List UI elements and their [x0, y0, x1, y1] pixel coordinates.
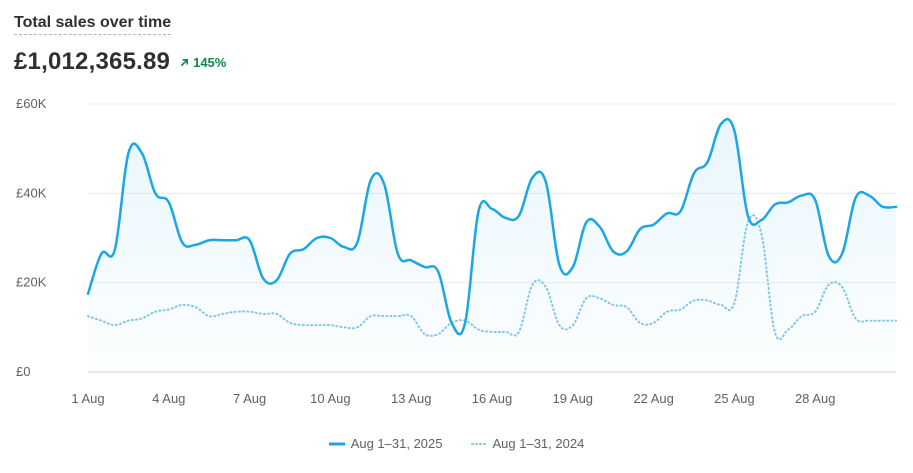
y-tick-label: £20K: [16, 275, 47, 290]
change-percent: 145%: [193, 54, 227, 70]
x-tick-label: 7 Aug: [233, 391, 266, 406]
series-line-current: [86, 117, 898, 336]
total-row: £1,012,365.89 145%: [14, 48, 226, 76]
series-area-current: [88, 119, 896, 372]
y-tick-label: £40K: [16, 185, 47, 200]
x-tick-label: 1 Aug: [71, 391, 104, 406]
change-badge: 145%: [180, 55, 226, 70]
solid-line-swatch-icon: [328, 442, 345, 445]
legend-item-current[interactable]: Aug 1–31, 2025: [328, 436, 443, 451]
legend-label-current: Aug 1–31, 2025: [350, 436, 443, 451]
x-tick-label: 16 Aug: [472, 391, 513, 406]
chart-legend: Aug 1–31, 2025 Aug 1–31, 2024: [0, 436, 913, 451]
x-tick-label: 13 Aug: [391, 391, 432, 406]
arrow-up-right-icon: [181, 58, 189, 66]
total-sales-value: £1,012,365.89: [14, 48, 171, 75]
x-tick-label: 19 Aug: [553, 391, 594, 406]
series-line-previous: [87, 214, 897, 341]
y-tick-label: £0: [16, 364, 30, 379]
y-tick-label: £60K: [16, 96, 47, 111]
x-tick-label: 28 Aug: [795, 391, 836, 406]
x-tick-label: 10 Aug: [310, 391, 351, 406]
chart-title[interactable]: Total sales over time: [14, 14, 172, 35]
x-tick-label: 22 Aug: [633, 391, 674, 406]
x-tick-label: 4 Aug: [152, 391, 185, 406]
dotted-line-swatch-icon: [470, 442, 487, 445]
legend-label-previous: Aug 1–31, 2024: [492, 436, 585, 451]
x-tick-label: 25 Aug: [714, 391, 755, 406]
legend-item-previous[interactable]: Aug 1–31, 2024: [470, 436, 585, 451]
